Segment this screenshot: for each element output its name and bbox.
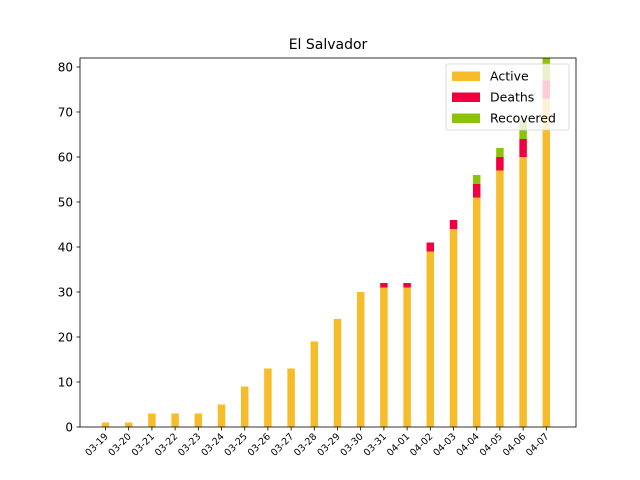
- bar-deaths-04-03: [449, 220, 458, 229]
- legend: Active Deaths Recovered: [445, 63, 570, 131]
- bar-deaths-04-06: [519, 139, 527, 157]
- bar-active-03-29: [333, 319, 342, 427]
- plot-frame: [79, 57, 577, 428]
- legend-label-deaths: Deaths: [490, 90, 534, 105]
- bar-active-04-03: [449, 229, 458, 427]
- y-tick-label: 50: [58, 196, 73, 210]
- legend-swatch-recovered: [452, 113, 480, 123]
- bar-active-03-22: [171, 413, 179, 427]
- bar-active-04-01: [403, 287, 411, 427]
- chart-title: El Salvador: [289, 37, 368, 53]
- bar-deaths-04-01: [403, 283, 411, 288]
- bar-deaths-04-02: [426, 242, 435, 252]
- y-tick-label: 80: [58, 61, 73, 75]
- bar-active-03-23: [194, 413, 203, 427]
- bar-active-04-04: [472, 197, 481, 427]
- y-tick-label: 70: [58, 106, 73, 120]
- y-tick-label: 40: [58, 241, 73, 255]
- bar-active-03-21: [148, 413, 156, 427]
- bar-active-04-02: [426, 251, 435, 427]
- bar-active-04-05: [496, 170, 504, 427]
- bar-active-03-28: [310, 341, 319, 427]
- legend-swatch-active: [452, 71, 480, 81]
- bar-active-03-25: [240, 386, 249, 427]
- y-tick-label: 20: [58, 331, 73, 345]
- y-tick-label: 30: [58, 286, 73, 300]
- bar-recovered-04-05: [496, 148, 504, 157]
- y-tick-label: 0: [65, 421, 73, 435]
- bar-active-04-06: [519, 157, 527, 427]
- bar-active-03-19: [101, 422, 110, 427]
- bar-recovered-04-04: [472, 175, 481, 184]
- bar-active-03-30: [356, 292, 365, 427]
- legend-label-active: Active: [490, 69, 529, 84]
- legend-label-recovered: Recovered: [490, 111, 556, 126]
- bar-active-03-24: [217, 404, 226, 427]
- bar-deaths-03-31: [380, 283, 388, 288]
- bar-active-04-07: [542, 98, 551, 427]
- bar-active-03-20: [124, 422, 133, 427]
- bar-active-03-27: [287, 368, 295, 427]
- bar-deaths-04-05: [496, 157, 504, 171]
- y-tick-label: 60: [58, 151, 73, 165]
- legend-swatch-deaths: [452, 92, 480, 102]
- y-tick-label: 10: [58, 376, 73, 390]
- bar-active-03-31: [380, 287, 388, 427]
- bar-active-03-26: [264, 368, 272, 427]
- bar-deaths-04-04: [472, 184, 481, 198]
